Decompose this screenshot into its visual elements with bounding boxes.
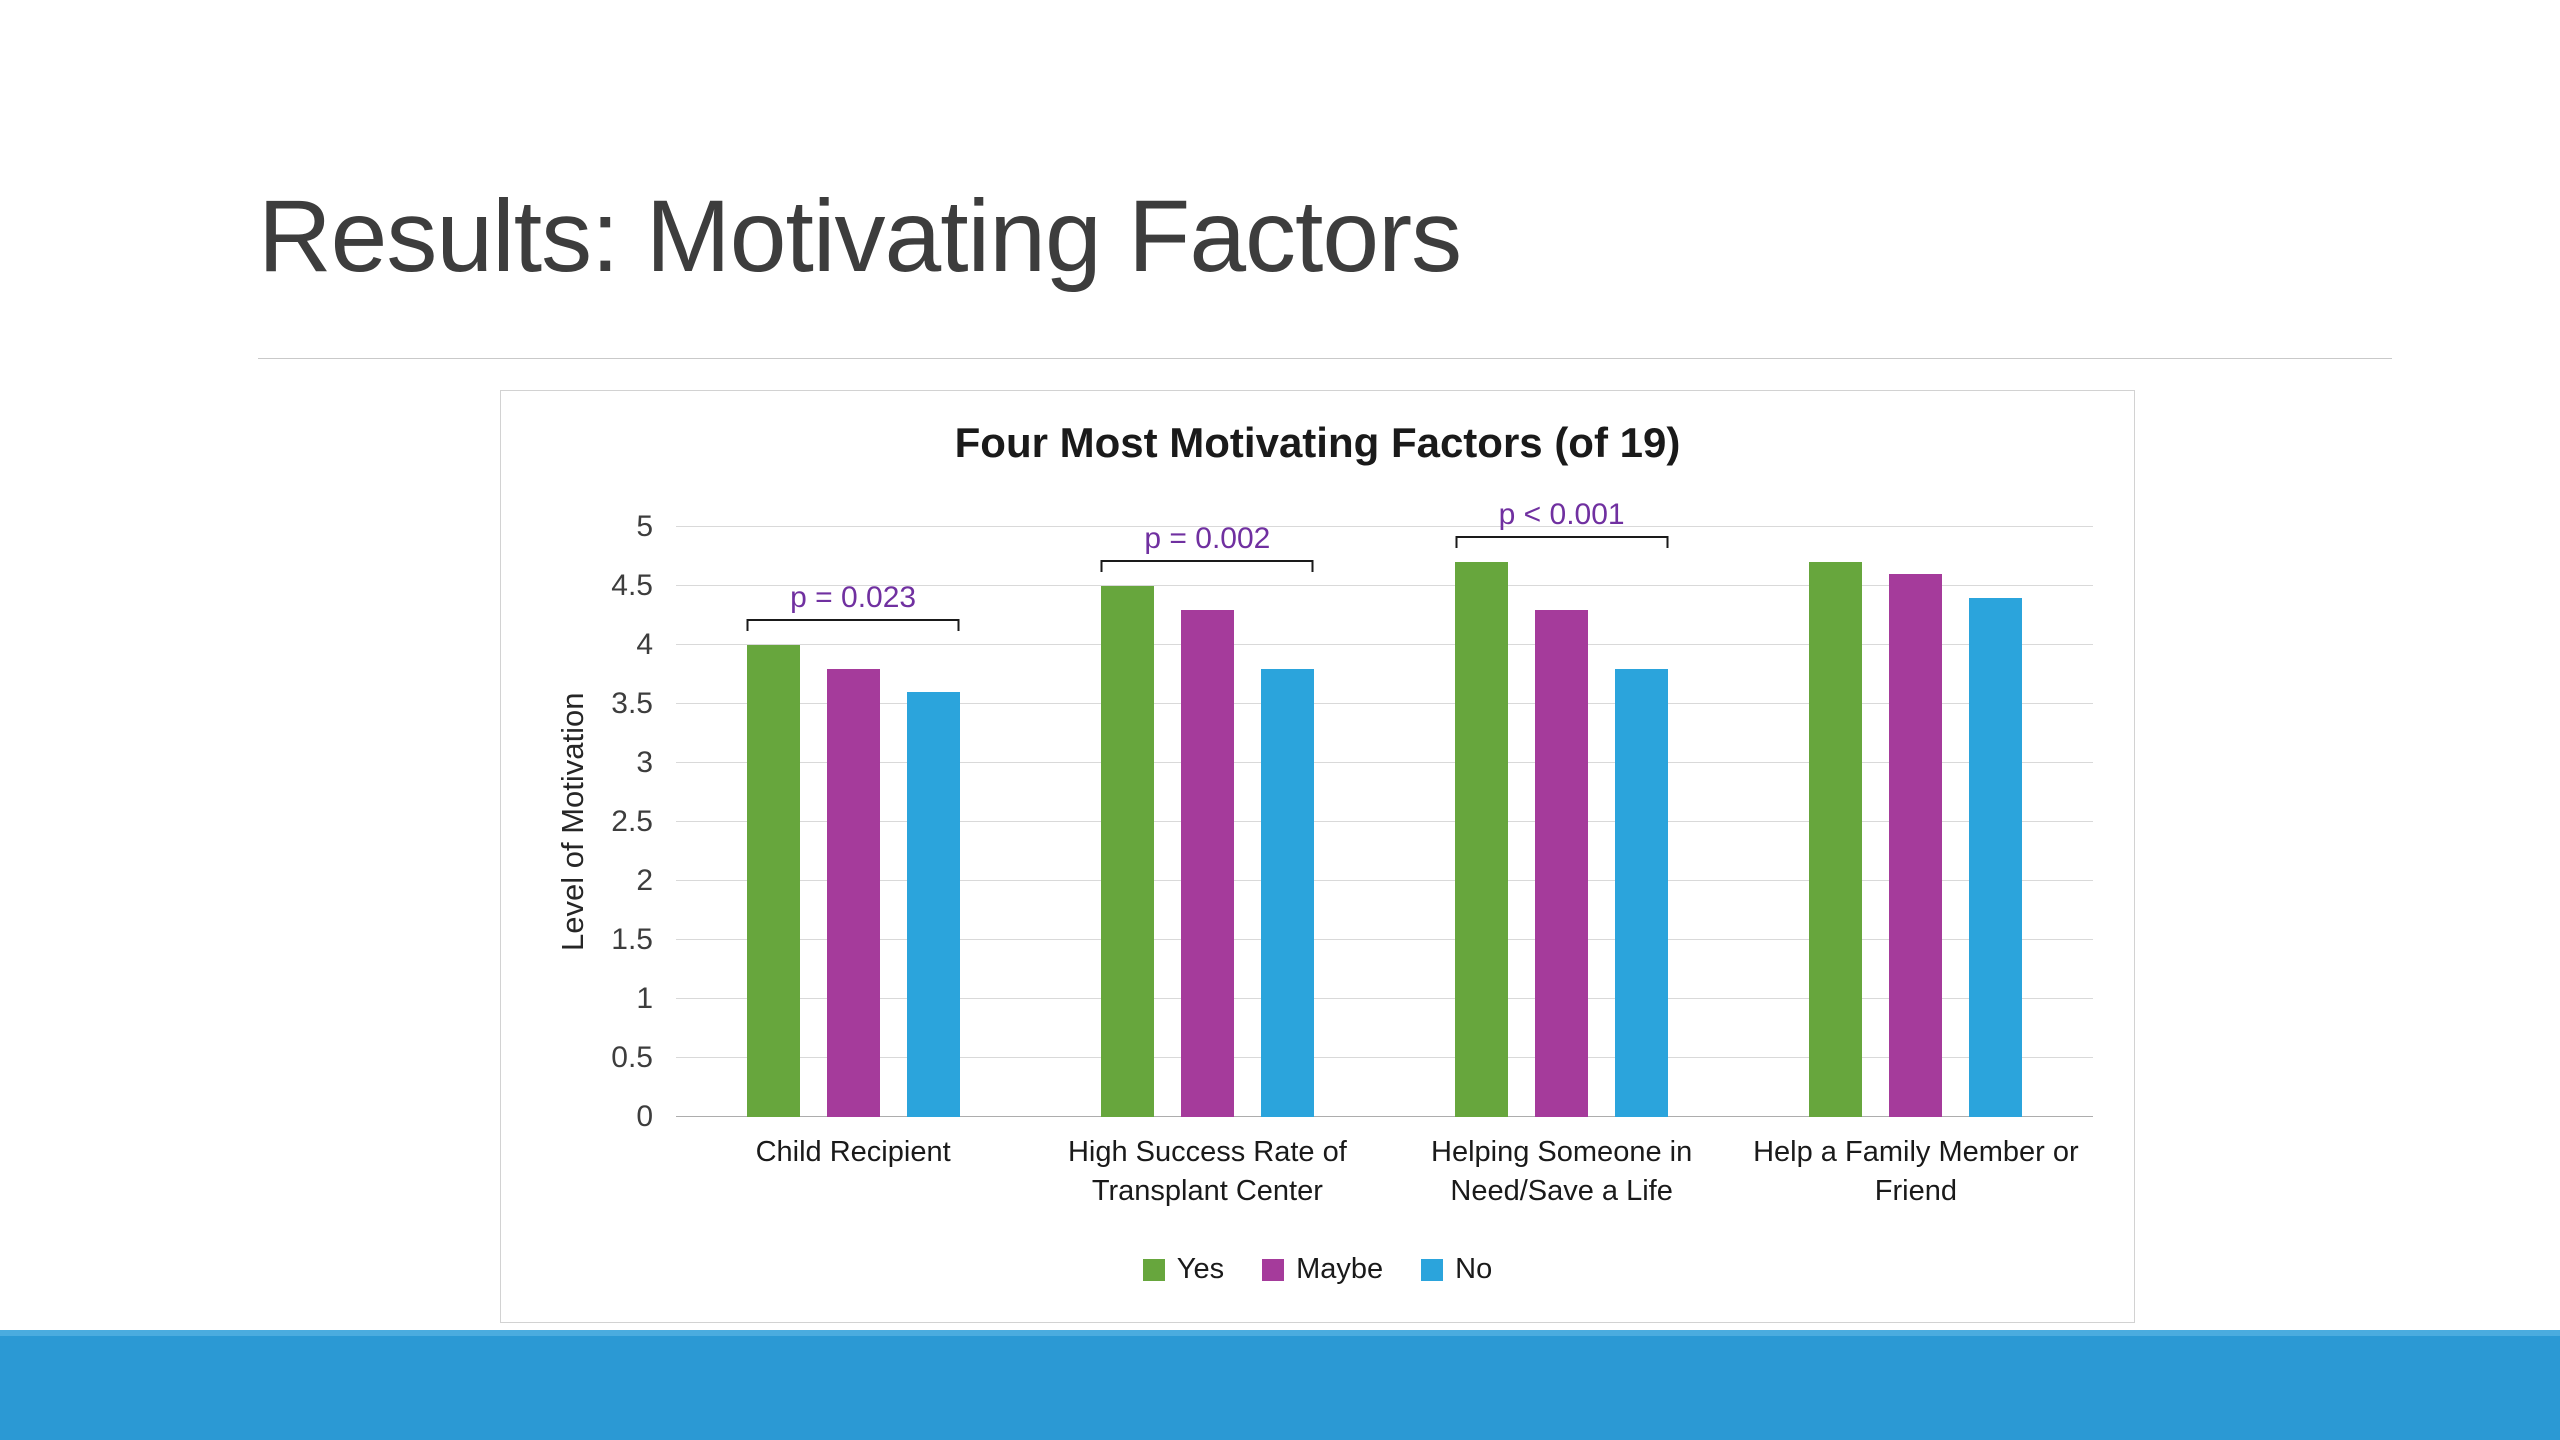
legend: Yes Maybe No xyxy=(501,1253,2134,1286)
footer-bar xyxy=(0,1330,2560,1440)
bar-no xyxy=(1969,597,2023,1117)
gridline xyxy=(676,1057,2093,1058)
category-label: High Success Rate of Transplant Center xyxy=(1067,1136,1347,1208)
y-tick-label: 4.5 xyxy=(611,569,653,602)
legend-label: Yes xyxy=(1176,1253,1225,1285)
bar-maybe xyxy=(826,668,880,1117)
slide-title: Results: Motivating Factors xyxy=(258,179,1462,293)
title-divider xyxy=(258,358,2392,359)
y-tick-label: 0 xyxy=(636,1100,653,1133)
gridline xyxy=(676,998,2093,999)
legend-item-yes: Yes xyxy=(1142,1253,1225,1286)
significance-bracket xyxy=(1100,560,1314,572)
y-tick-label: 0.5 xyxy=(611,1041,653,1074)
y-tick-label: 3.5 xyxy=(611,687,653,720)
y-tick-label: 4 xyxy=(636,628,653,661)
bar-no xyxy=(1260,668,1314,1117)
bar-no xyxy=(1615,668,1669,1117)
bar-yes xyxy=(746,645,800,1117)
x-axis-line xyxy=(676,1116,2093,1117)
gridline xyxy=(676,821,2093,822)
y-tick-label: 2.5 xyxy=(611,805,653,838)
p-value-label: p = 0.002 xyxy=(1144,522,1271,555)
y-tick-label: 5 xyxy=(636,510,653,543)
legend-swatch-no xyxy=(1421,1258,1444,1281)
significance-bracket xyxy=(1455,536,1669,549)
bar-group: p < 0.001 xyxy=(1385,498,1739,1117)
chart-title: Four Most Motivating Factors (of 19) xyxy=(954,419,1681,466)
p-value-label: p < 0.001 xyxy=(1498,498,1625,532)
bar-maybe xyxy=(1889,574,1943,1117)
bar-yes xyxy=(1455,562,1509,1117)
x-axis-labels: Child Recipient High Success Rate of Tran… xyxy=(676,1133,2093,1211)
category-label: Help a Family Member or Friend xyxy=(1753,1136,2079,1208)
bar-no xyxy=(906,692,960,1117)
category-label: Child Recipient xyxy=(755,1136,951,1168)
legend-item-no: No xyxy=(1421,1253,1492,1286)
gridline xyxy=(676,939,2093,940)
bar-yes xyxy=(1809,562,1863,1117)
legend-label: Maybe xyxy=(1296,1253,1384,1285)
legend-swatch-yes xyxy=(1142,1258,1165,1281)
legend-item-maybe: Maybe xyxy=(1262,1253,1383,1286)
bar-group: p = 0.002 xyxy=(1030,522,1384,1117)
bar-group: p = 0.023 xyxy=(676,527,1030,1117)
gridline xyxy=(676,644,2093,645)
gridline xyxy=(676,880,2093,881)
y-tick-label: 1.5 xyxy=(611,923,653,956)
y-tick-label: 1 xyxy=(636,982,653,1015)
category-label: Helping Someone in Need/Save a Life xyxy=(1431,1136,1693,1208)
chart-box: Four Most Motivating Factors (of 19) Lev… xyxy=(500,390,2135,1323)
gridline xyxy=(676,703,2093,704)
bar-groups: p = 0.023 p = 0.002 p < 0.001 xyxy=(676,498,2093,1117)
gridline xyxy=(676,585,2093,586)
y-axis-ticks: 0 0.5 1 1.5 2 2.5 3 3.5 4 4.5 5 xyxy=(501,510,653,1133)
y-tick-label: 2 xyxy=(636,864,653,897)
bar-yes xyxy=(1100,586,1154,1117)
gridline xyxy=(676,526,2093,527)
significance-bracket xyxy=(746,619,960,631)
bar-maybe xyxy=(1180,609,1234,1117)
bar-group xyxy=(1739,527,2093,1117)
legend-swatch-maybe xyxy=(1262,1258,1285,1281)
gridline xyxy=(676,762,2093,763)
y-tick-label: 3 xyxy=(636,746,653,779)
plot-area: p = 0.023 p = 0.002 p < 0.001 xyxy=(676,498,2093,1117)
legend-label: No xyxy=(1455,1253,1493,1285)
bar-maybe xyxy=(1535,609,1589,1117)
p-value-label: p = 0.023 xyxy=(790,581,917,614)
